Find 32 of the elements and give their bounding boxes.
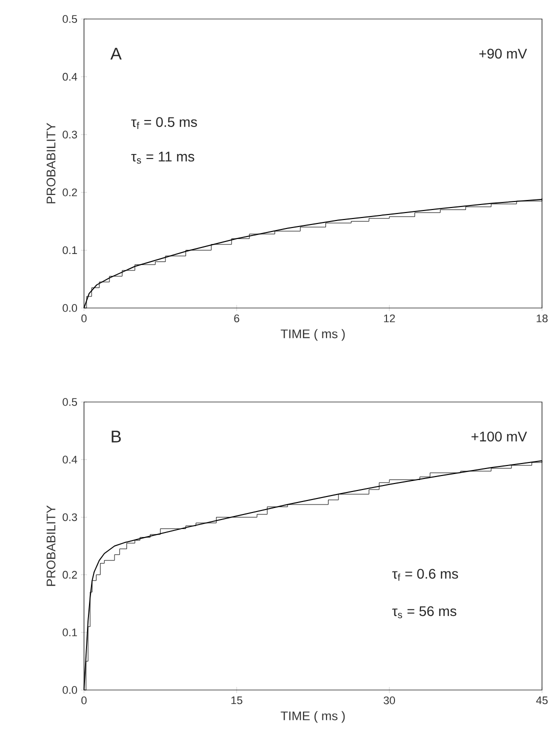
y-tick-label: 0.4: [62, 456, 78, 464]
y-tick-label: 0.5: [62, 398, 78, 406]
x-tick-label: 12: [384, 314, 395, 322]
x-tick-label: 0: [81, 314, 87, 322]
x-tick-label: 18: [536, 314, 548, 322]
annotation: τ$_{s}$ = 56 ms: [392, 606, 456, 618]
y-tick-label: 0.1: [62, 246, 77, 254]
annotation: τ$_{s}$ = 11 ms: [131, 152, 194, 164]
annotation: A: [110, 48, 122, 60]
x-tick-label: 45: [536, 696, 548, 704]
y-tick-label: 0.1: [62, 628, 77, 636]
annotation: τ$_{f}$ = 0.5 ms: [131, 117, 197, 129]
x-tick-label: 0: [81, 696, 87, 704]
annotation: B: [112, 430, 121, 442]
annotation: +100 mV: [472, 432, 527, 442]
x-tick-label: 15: [231, 696, 242, 704]
y-tick-label: 0.4: [62, 72, 78, 81]
y-tick-label: 0.0: [62, 686, 78, 694]
y-tick-label: 0.0: [62, 304, 78, 312]
y-tick-label: 0.2: [62, 570, 77, 579]
x-axis-title: TIME ( ms ): [280, 711, 345, 723]
y-axis-title: PROBABILITY: [46, 505, 56, 586]
annotation: τ$_{f}$ = 0.6 ms: [392, 568, 458, 581]
x-axis-title: TIME ( ms ): [280, 329, 345, 341]
y-tick-label: 0.2: [62, 188, 77, 196]
y-tick-label: 0.3: [62, 513, 77, 522]
annotation: +90 mV: [479, 48, 527, 59]
x-tick-label: 6: [234, 314, 240, 322]
y-axis-title: PROBABILITY: [46, 122, 56, 204]
y-tick-label: 0.5: [62, 15, 78, 23]
x-tick-label: 30: [384, 696, 395, 704]
y-tick-label: 0.3: [62, 130, 77, 138]
